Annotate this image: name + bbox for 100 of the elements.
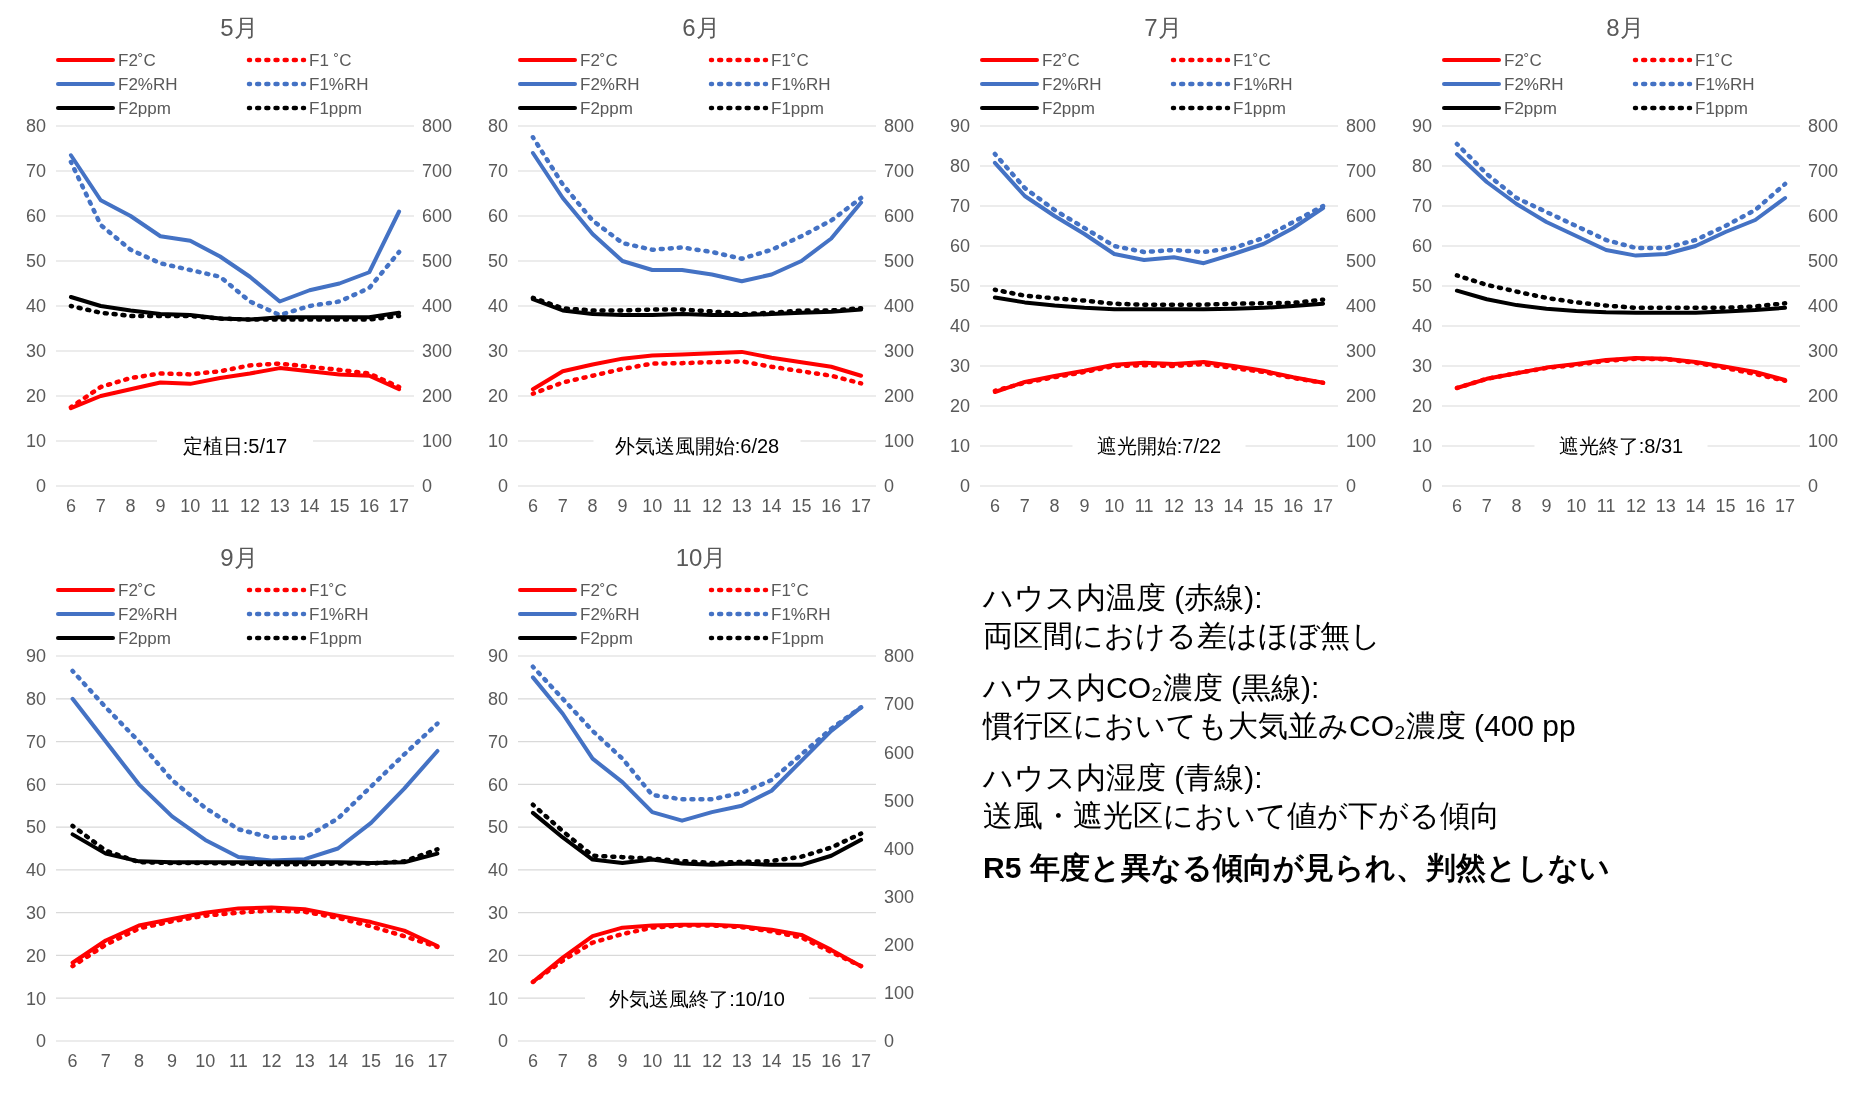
x-tick-label: 13 [731, 1051, 752, 1071]
y-tick-label: 20 [487, 386, 508, 407]
y-tick-label: 40 [1411, 316, 1432, 337]
y-tick-label: 60 [487, 774, 508, 795]
y-tick-label: 90 [25, 646, 46, 667]
x-tick-label: 14 [761, 1051, 782, 1071]
y-tick-label: 40 [487, 860, 508, 881]
x-tick-label: 7 [95, 496, 106, 516]
legend-label: F2%RH [118, 74, 178, 94]
x-tick-label: 17 [1775, 496, 1796, 516]
x-tick-label: 8 [133, 1051, 144, 1071]
y-tick-label: 0 [35, 476, 46, 497]
y-tick-label: 60 [25, 206, 46, 227]
chart-title: 8月 [1606, 14, 1644, 41]
x-tick-label: 14 [327, 1051, 348, 1071]
x-tick-label: 8 [587, 1051, 598, 1071]
x-tick-label: 8 [1049, 496, 1060, 516]
x-tick-label: 17 [389, 496, 410, 516]
chart-title: 9月 [220, 544, 258, 571]
legend-label: F1˚C [771, 50, 809, 70]
x-tick-label: 15 [1715, 496, 1736, 516]
y-tick-label: 0 [35, 1031, 46, 1052]
x-tick-label: 6 [989, 496, 1000, 516]
y2-tick-label: 400 [1808, 296, 1839, 317]
line-series [70, 668, 440, 841]
y2-tick-label: 0 [884, 1031, 895, 1052]
y2-tick-label: 700 [884, 694, 915, 715]
x-tick-label: 13 [294, 1051, 315, 1071]
legend-label: F1˚C [771, 580, 809, 600]
chart-title: 5月 [220, 14, 258, 41]
x-tick-label: 15 [1253, 496, 1274, 516]
y-tick-label: 20 [487, 945, 508, 966]
annotation: 外気送風開始:6/28 [614, 435, 780, 458]
legend-label: F2˚C [1504, 50, 1542, 70]
text: ハウス内CO₂濃度 (黒線): [982, 671, 1320, 704]
y2-tick-label: 200 [1808, 386, 1839, 407]
x-tick-label: 11 [1596, 496, 1616, 516]
legend-label: F1%RH [1233, 74, 1293, 94]
y-tick-label: 90 [1411, 116, 1432, 137]
y-tick-label: 90 [487, 646, 508, 667]
x-tick-label: 10 [195, 1051, 216, 1071]
legend-label: F2˚C [1042, 50, 1080, 70]
x-tick-label: 6 [65, 496, 76, 516]
annotation: 遮光終了:8/31 [1558, 435, 1684, 458]
x-tick-label: 16 [394, 1051, 415, 1071]
x-tick-label: 9 [617, 496, 628, 516]
y-tick-label: 50 [487, 251, 508, 272]
y2-tick-label: 600 [884, 206, 915, 227]
x-tick-label: 17 [851, 496, 872, 516]
legend-label: F2ppm [580, 98, 633, 118]
text: 両区間における差はほぼ無し [983, 619, 1381, 652]
y2-tick-label: 800 [422, 116, 453, 137]
y2-tick-label: 100 [1346, 431, 1377, 452]
x-tick-label: 14 [1685, 496, 1706, 516]
x-tick-label: 15 [361, 1051, 382, 1071]
y-tick-label: 10 [1411, 436, 1432, 457]
legend-label: F2˚C [118, 50, 156, 70]
y-tick-label: 30 [25, 902, 46, 923]
x-tick-label: 12 [701, 496, 722, 516]
y2-tick-label: 300 [422, 341, 453, 362]
x-tick-label: 11 [1134, 496, 1154, 516]
y-tick-label: 70 [487, 161, 508, 182]
x-tick-label: 11 [672, 496, 692, 516]
x-tick-label: 10 [642, 1051, 663, 1071]
y-tick-label: 40 [949, 316, 970, 337]
y2-tick-label: 400 [422, 296, 453, 317]
y2-tick-label: 800 [1346, 116, 1377, 137]
y2-tick-label: 500 [1808, 251, 1839, 272]
chart-title: 10月 [675, 544, 727, 571]
y2-tick-label: 400 [884, 296, 915, 317]
x-tick-label: 14 [761, 496, 782, 516]
x-tick-label: 11 [672, 1051, 692, 1071]
y-tick-label: 70 [1411, 196, 1432, 217]
y-tick-label: 30 [949, 356, 970, 377]
legend-label: F1˚C [1695, 50, 1733, 70]
x-tick-label: 9 [617, 1051, 628, 1071]
legend-label: F2%RH [1042, 74, 1102, 94]
y-tick-label: 50 [25, 251, 46, 272]
y-tick-label: 80 [487, 689, 508, 710]
x-tick-label: 10 [1104, 496, 1125, 516]
y2-tick-label: 500 [884, 790, 915, 811]
x-tick-label: 13 [1193, 496, 1214, 516]
legend-label: F2ppm [1042, 98, 1095, 118]
y-tick-label: 30 [487, 902, 508, 923]
line-series [70, 823, 440, 867]
y2-tick-label: 700 [1808, 161, 1839, 182]
y-tick-label: 60 [25, 774, 46, 795]
y-tick-label: 20 [1411, 396, 1432, 417]
line-series [70, 696, 440, 863]
x-tick-label: 16 [821, 496, 842, 516]
y-tick-label: 80 [1411, 156, 1432, 177]
y-tick-label: 30 [1411, 356, 1432, 377]
y2-tick-label: 100 [422, 431, 453, 452]
x-tick-label: 10 [1566, 496, 1587, 516]
legend-label: F2%RH [580, 604, 640, 624]
text: ハウス内温度 (赤線): [982, 581, 1263, 614]
y2-tick-label: 200 [422, 386, 453, 407]
y-tick-label: 0 [497, 476, 508, 497]
x-tick-label: 12 [1625, 496, 1646, 516]
y-tick-label: 90 [949, 116, 970, 137]
